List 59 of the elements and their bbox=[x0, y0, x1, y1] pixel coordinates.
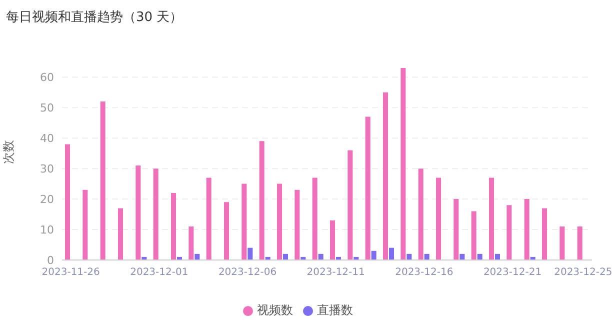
y-tick-label: 50 bbox=[40, 102, 54, 115]
chart-title: 每日视频和直播趋势（30 天） bbox=[6, 9, 183, 26]
bar bbox=[259, 141, 264, 260]
bar bbox=[524, 199, 530, 260]
bar bbox=[489, 178, 494, 260]
bar bbox=[477, 254, 482, 260]
bar bbox=[389, 248, 394, 260]
bar bbox=[400, 68, 406, 260]
x-tick-label: 2023-12-16 bbox=[395, 267, 454, 278]
y-axis-title: 次数 bbox=[1, 140, 16, 164]
y-tick-label: 40 bbox=[40, 132, 54, 145]
bar bbox=[348, 150, 353, 260]
bar bbox=[283, 254, 288, 260]
bar bbox=[188, 226, 194, 260]
bar bbox=[436, 178, 441, 260]
bar bbox=[471, 211, 476, 260]
bar bbox=[418, 168, 424, 260]
bar bbox=[495, 254, 500, 260]
bar bbox=[506, 205, 512, 260]
bar bbox=[560, 226, 565, 260]
bar bbox=[318, 254, 324, 260]
bar bbox=[248, 248, 253, 260]
bar bbox=[153, 168, 158, 260]
y-tick-label: 20 bbox=[40, 192, 54, 206]
bar bbox=[118, 208, 123, 260]
bar bbox=[82, 190, 88, 260]
x-tick-label: 2023-12-25 bbox=[554, 267, 612, 278]
bar bbox=[371, 250, 376, 260]
legend-label: 视频数 bbox=[257, 303, 293, 317]
bar bbox=[424, 254, 430, 260]
bar bbox=[460, 254, 465, 260]
bar bbox=[577, 226, 582, 260]
bar bbox=[224, 202, 229, 260]
bar bbox=[406, 254, 412, 260]
y-tick-label: 0 bbox=[47, 254, 54, 267]
bar bbox=[100, 102, 106, 260]
x-tick-label: 2023-11-26 bbox=[42, 267, 100, 278]
bar bbox=[171, 192, 176, 260]
bar bbox=[65, 144, 70, 260]
y-tick-label: 30 bbox=[40, 162, 54, 176]
bar bbox=[542, 208, 547, 260]
x-tick-label: 2023-12-11 bbox=[306, 267, 365, 278]
bar bbox=[242, 184, 247, 260]
x-tick-label: 2023-12-21 bbox=[483, 267, 542, 278]
y-tick-label: 60 bbox=[40, 71, 54, 84]
bar bbox=[312, 178, 318, 260]
bar bbox=[194, 254, 200, 260]
bar bbox=[330, 220, 335, 260]
legend-label: 直播数 bbox=[317, 303, 353, 317]
bar bbox=[277, 184, 282, 260]
bar bbox=[206, 178, 212, 260]
x-tick-label: 2023-12-06 bbox=[218, 267, 277, 278]
bar bbox=[365, 116, 370, 260]
bar bbox=[294, 190, 300, 260]
x-tick-label: 2023-12-01 bbox=[130, 267, 188, 278]
y-tick-label: 10 bbox=[40, 223, 54, 236]
bar bbox=[383, 92, 388, 260]
bar bbox=[136, 166, 141, 260]
bar bbox=[454, 199, 459, 260]
